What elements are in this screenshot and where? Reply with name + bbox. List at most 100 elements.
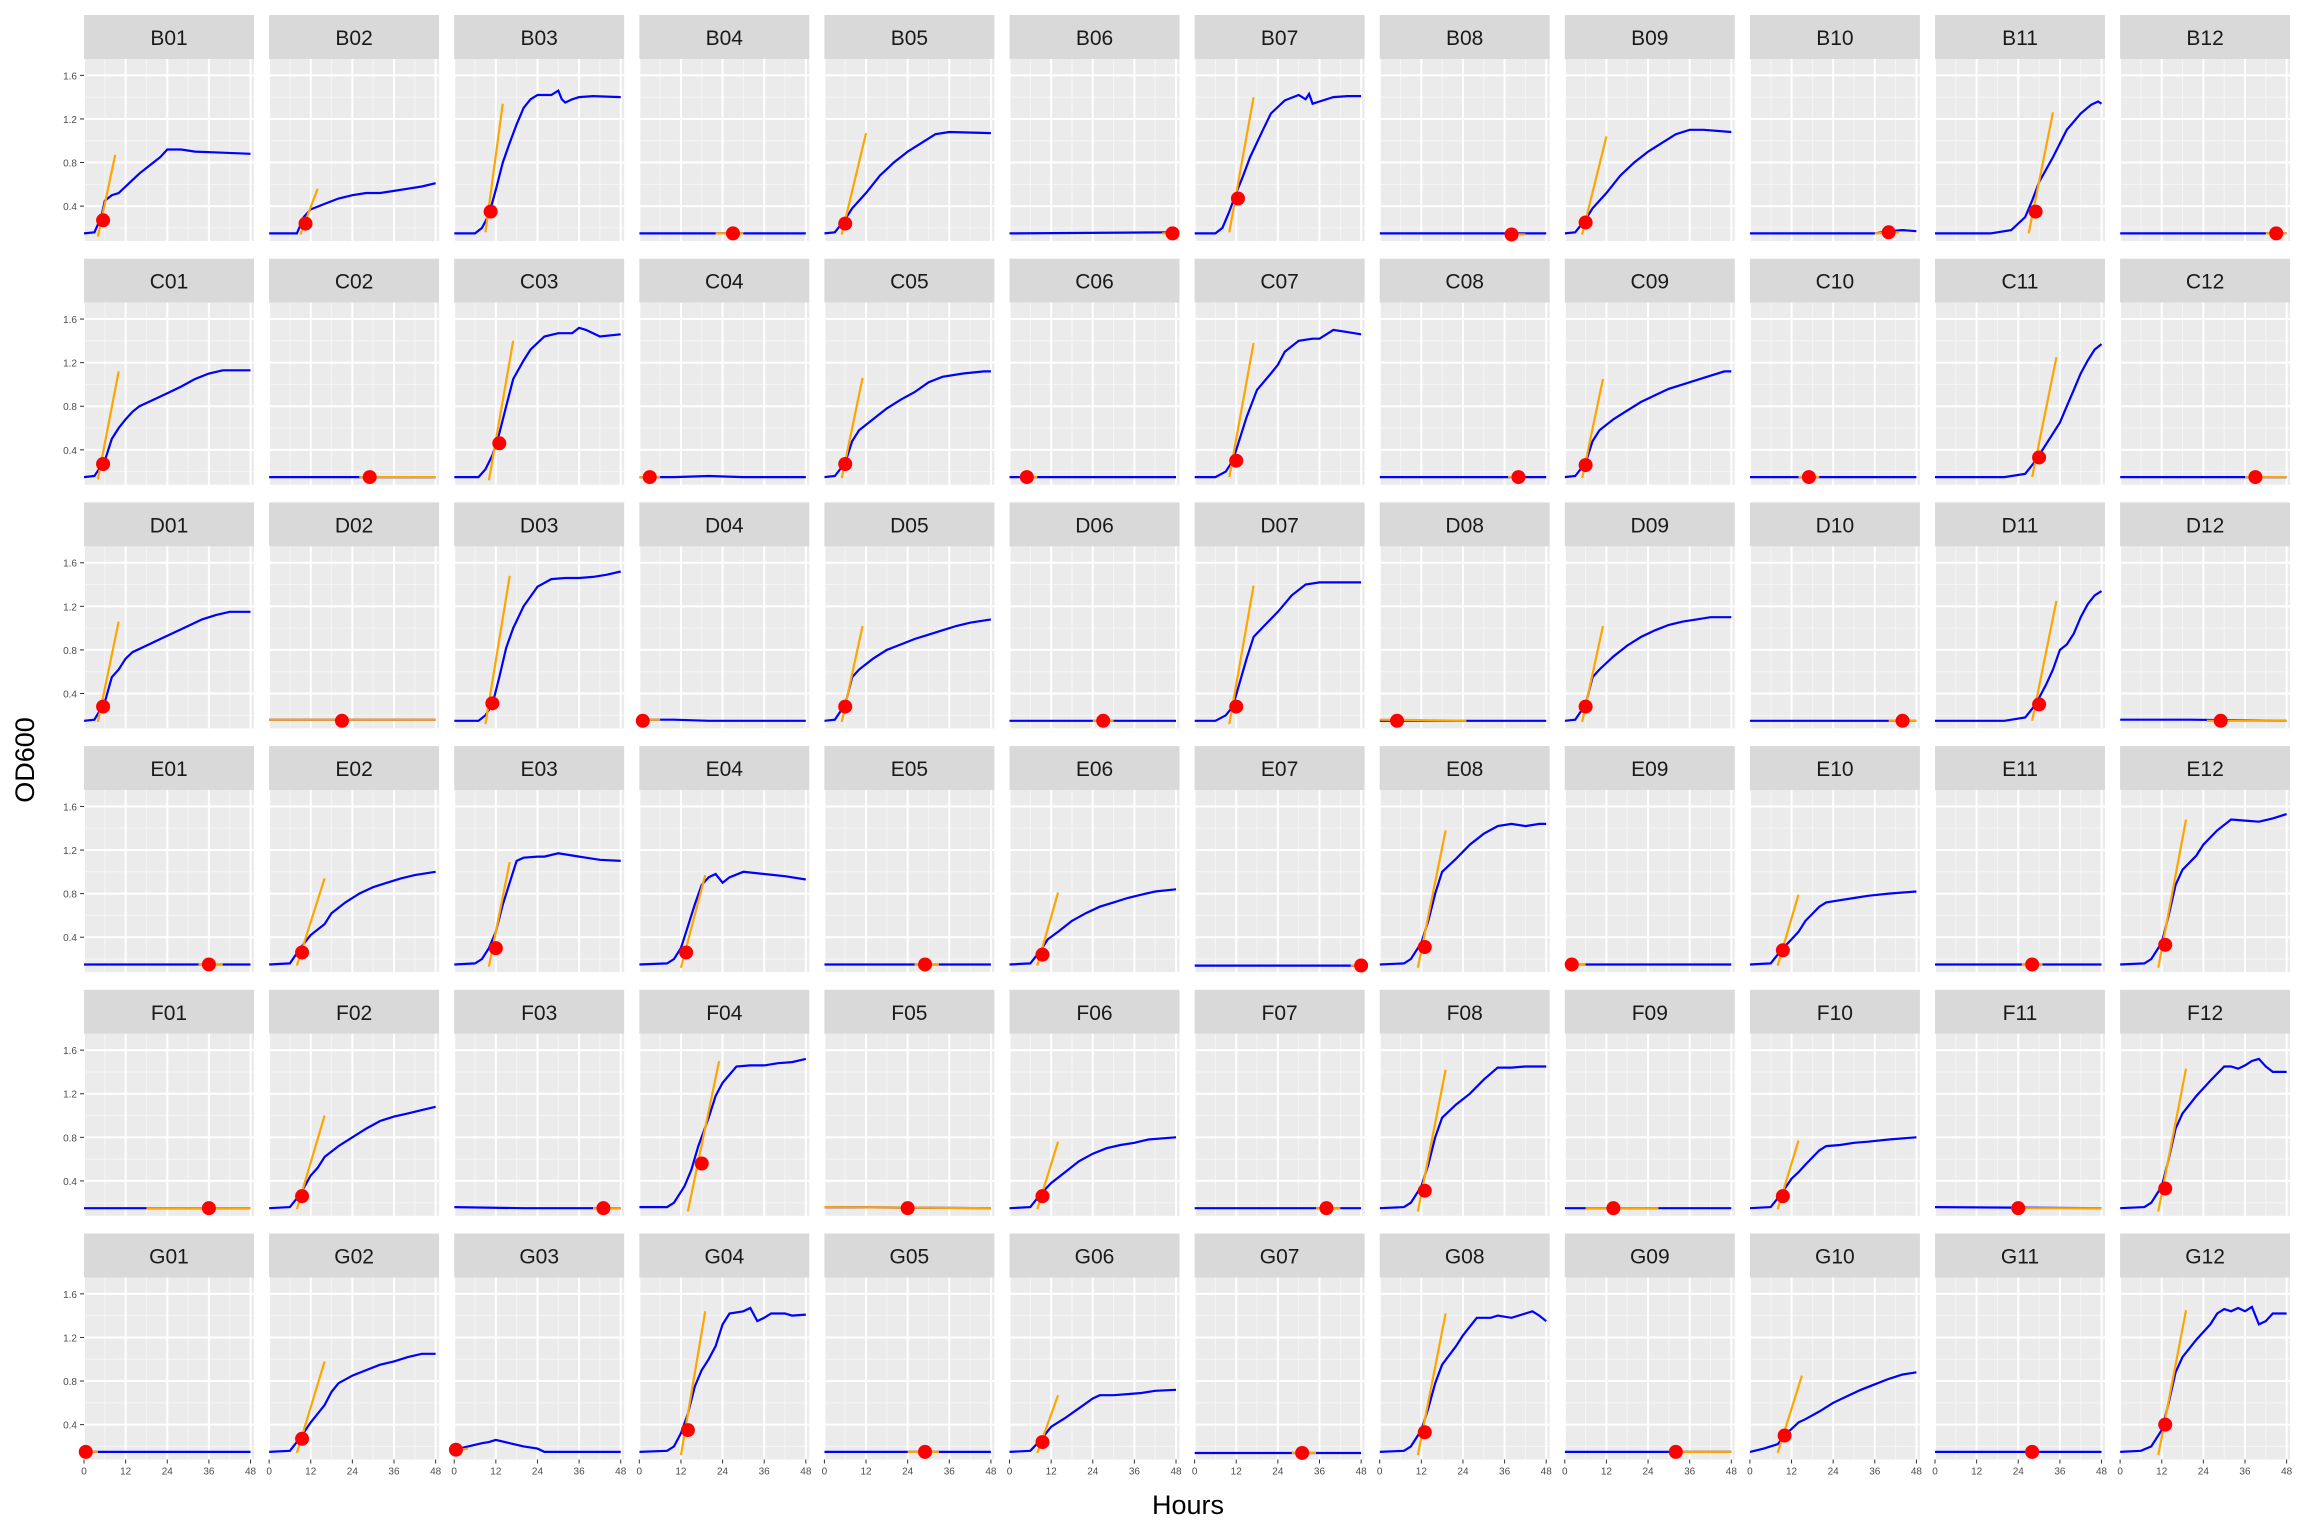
panel-strip bbox=[1749, 15, 1920, 59]
panel-background bbox=[1935, 1033, 2105, 1216]
growth-curve bbox=[639, 718, 806, 722]
panel-C07: C07 bbox=[1193, 258, 1365, 485]
panel-G09: G09 0 12 24 36 48 bbox=[1562, 1233, 1737, 1478]
panel-background bbox=[269, 1033, 440, 1216]
growth-curve bbox=[1194, 581, 1362, 722]
max-rate-point bbox=[1035, 1189, 1050, 1204]
panel-strip bbox=[1564, 502, 1735, 547]
panel-strip bbox=[1749, 1233, 1920, 1278]
panel-D10: D10 bbox=[1748, 502, 1920, 729]
panel-background bbox=[84, 790, 254, 973]
max-rate-point bbox=[1775, 943, 1790, 958]
panel-title: C04 bbox=[705, 271, 744, 294]
x-tick-label: 12 bbox=[1601, 1467, 1613, 1478]
panel-title: C01 bbox=[150, 271, 189, 294]
panel-F01: F01 0.4 0.8 1.2 1.6 bbox=[63, 989, 254, 1216]
panel-strip bbox=[639, 15, 810, 59]
panel-title: B07 bbox=[1261, 27, 1298, 50]
x-tick-label: 24 bbox=[347, 1467, 359, 1478]
panel-title: C02 bbox=[335, 271, 374, 294]
max-rate-point bbox=[1165, 226, 1180, 241]
max-rate-point bbox=[295, 945, 310, 960]
panel-B12: B12 bbox=[2119, 15, 2291, 241]
panel-background bbox=[1749, 1033, 1920, 1216]
panel-strip bbox=[1194, 989, 1365, 1034]
growth-curve bbox=[1009, 231, 1177, 235]
panel-background bbox=[1749, 546, 1920, 729]
panel-background bbox=[2120, 790, 2291, 973]
x-tick-label: 36 bbox=[1499, 1467, 1511, 1478]
panel-title: G04 bbox=[704, 1246, 744, 1269]
panel-background bbox=[1194, 790, 1365, 973]
panel-title: G09 bbox=[1630, 1246, 1670, 1269]
panel-G04: G04 0 12 24 36 48 bbox=[637, 1233, 812, 1478]
x-tick-label: 48 bbox=[2096, 1467, 2108, 1478]
x-tick-label: 24 bbox=[162, 1467, 174, 1478]
panel-title: E03 bbox=[521, 758, 558, 781]
y-tick-label: 0.8 bbox=[63, 1133, 77, 1144]
x-tick-label: 0 bbox=[1747, 1467, 1753, 1478]
panel-title: D02 bbox=[335, 514, 374, 537]
panel-G07: G07 0 12 24 36 48 bbox=[1192, 1233, 1367, 1478]
y-tick-label: 1.2 bbox=[63, 1333, 77, 1344]
panel-G01: G01 0 12 24 36 48 0.4 0.8 1.2 1.6 bbox=[63, 1233, 257, 1478]
growth-curve bbox=[1935, 343, 2103, 479]
panel-title: C03 bbox=[520, 271, 559, 294]
panel-strip bbox=[84, 1233, 254, 1278]
panel-title: F11 bbox=[2003, 1002, 2038, 1025]
panel-title: F01 bbox=[151, 1002, 187, 1025]
panel-background bbox=[454, 59, 625, 241]
panel-F08: F08 bbox=[1378, 989, 1550, 1216]
panel-F04: F04 bbox=[638, 989, 810, 1216]
panel-background bbox=[1749, 59, 1920, 241]
panel-strip bbox=[824, 15, 995, 59]
panel-strip bbox=[454, 746, 625, 791]
panel-C12: C12 bbox=[2119, 258, 2291, 485]
panel-strip bbox=[1564, 989, 1735, 1034]
panel-strip bbox=[1935, 746, 2105, 791]
y-tick-label: 0.4 bbox=[63, 933, 77, 944]
panel-background bbox=[1564, 1033, 1735, 1216]
panel-background bbox=[1194, 1277, 1365, 1460]
panel-strip bbox=[2120, 502, 2291, 547]
panel-strip bbox=[1749, 746, 1920, 791]
panel-title: C09 bbox=[1631, 271, 1670, 294]
max-rate-point bbox=[1881, 225, 1896, 240]
x-tick-label: 48 bbox=[615, 1467, 627, 1478]
panel-title: D06 bbox=[1075, 514, 1114, 537]
x-tick-label: 36 bbox=[2239, 1467, 2251, 1478]
panel-title: D07 bbox=[1260, 514, 1299, 537]
panel-background bbox=[84, 1277, 254, 1460]
panel-background bbox=[1194, 546, 1365, 729]
max-rate-point bbox=[1035, 1435, 1050, 1450]
panel-title: G08 bbox=[1445, 1246, 1485, 1269]
panel-strip bbox=[1749, 258, 1920, 303]
panel-strip bbox=[824, 746, 995, 791]
panel-title: G12 bbox=[2185, 1246, 2225, 1269]
panel-C05: C05 bbox=[823, 258, 995, 485]
panel-title: F10 bbox=[1817, 1002, 1853, 1025]
max-rate-point bbox=[838, 699, 853, 714]
panel-G06: G06 0 12 24 36 48 bbox=[1007, 1233, 1182, 1478]
panel-background bbox=[639, 1277, 810, 1460]
growth-curve bbox=[454, 1206, 621, 1210]
tangent-line bbox=[1228, 96, 1255, 233]
max-rate-point bbox=[2158, 1417, 2173, 1432]
panel-E05: E05 bbox=[823, 746, 995, 973]
panel-F06: F06 bbox=[1008, 989, 1180, 1216]
x-tick-label: 36 bbox=[2054, 1467, 2066, 1478]
x-tick-label: 24 bbox=[902, 1467, 914, 1478]
panel-title: B10 bbox=[1816, 27, 1853, 50]
panel-background bbox=[1749, 790, 1920, 973]
panel-C08: C08 bbox=[1378, 258, 1550, 485]
panel-title: B08 bbox=[1446, 27, 1483, 50]
max-rate-point bbox=[1417, 1183, 1432, 1198]
panel-title: D12 bbox=[2186, 514, 2225, 537]
panel-background bbox=[2120, 1277, 2291, 1460]
max-rate-point bbox=[2025, 1444, 2040, 1459]
panel-C02: C02 bbox=[268, 258, 440, 485]
panel-strip bbox=[454, 989, 625, 1034]
y-tick-label: 1.6 bbox=[63, 802, 77, 813]
panel-strip bbox=[1194, 502, 1365, 547]
